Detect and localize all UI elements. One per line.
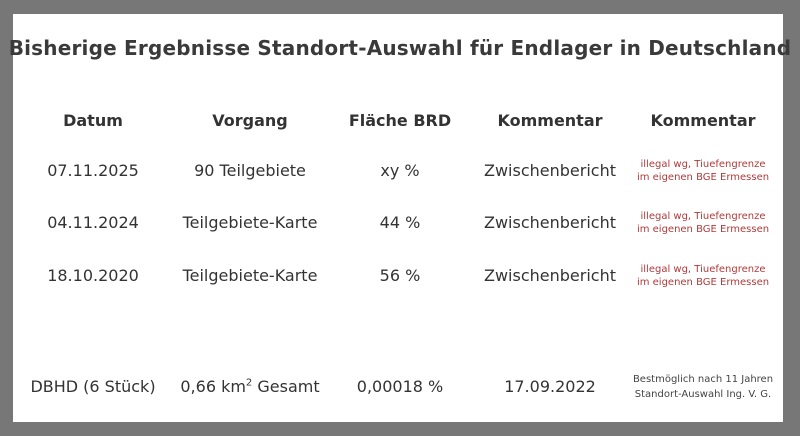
area-suffix: Gesamt [252, 377, 320, 396]
cell-kommentar-2: illegal wg, Tiuefengrenze im eigenen BGE … [637, 263, 769, 289]
cell-vorgang: Teilgebiete-Karte [182, 266, 318, 285]
note-line: Standort-Auswahl Ing. V. G. [634, 389, 772, 400]
comment-line: im eigenen BGE Ermessen [636, 172, 770, 183]
comment-line: illegal wg, Tiuefengrenze [640, 264, 766, 275]
footer-note: Bestmöglich nach 11 Jahren Standort-Auswa… [633, 372, 773, 402]
footer-date: 17.09.2022 [504, 377, 596, 396]
cell-kommentar-2: illegal wg, Tiuefengrenze im eigenen BGE … [637, 158, 769, 184]
comment-line: im eigenen BGE Ermessen [636, 224, 770, 235]
footer-vorgang: 0,66 km2 Gesamt [180, 377, 319, 396]
page-title: Bisherige Ergebnisse Standort-Auswahl fü… [8, 36, 792, 60]
cell-kommentar: Zwischenbericht [484, 161, 616, 180]
cell-flaeche: xy % [380, 161, 420, 180]
cell-vorgang: Teilgebiete-Karte [182, 213, 318, 232]
cell-flaeche: 44 % [379, 213, 421, 232]
cell-flaeche: 56 % [379, 266, 421, 285]
header-datum: Datum [63, 111, 123, 130]
comment-line: illegal wg, Tiuefengrenze [640, 211, 766, 222]
comment-line: im eigenen BGE Ermessen [636, 277, 770, 288]
footer-datum: DBHD (6 Stück) [30, 377, 156, 396]
cell-datum: 18.10.2020 [47, 266, 139, 285]
cell-datum: 04.11.2024 [47, 213, 139, 232]
cell-kommentar: Zwischenbericht [484, 213, 616, 232]
note-line: Bestmöglich nach 11 Jahren [632, 374, 774, 385]
area-value: 0,66 km [180, 377, 246, 396]
slide-panel [13, 14, 783, 422]
header-flaeche: Fläche BRD [348, 111, 452, 130]
footer-flaeche: 0,00018 % [356, 377, 444, 396]
header-kommentar: Kommentar [497, 111, 603, 130]
cell-kommentar: Zwischenbericht [484, 266, 616, 285]
cell-kommentar-2: illegal wg, Tiuefengrenze im eigenen BGE … [637, 210, 769, 236]
cell-datum: 07.11.2025 [47, 161, 139, 180]
header-vorgang: Vorgang [212, 111, 288, 130]
area-exponent: 2 [245, 377, 253, 389]
header-kommentar-2: Kommentar [650, 111, 756, 130]
comment-line: illegal wg, Tiuefengrenze [640, 159, 766, 170]
cell-vorgang: 90 Teilgebiete [194, 161, 306, 180]
